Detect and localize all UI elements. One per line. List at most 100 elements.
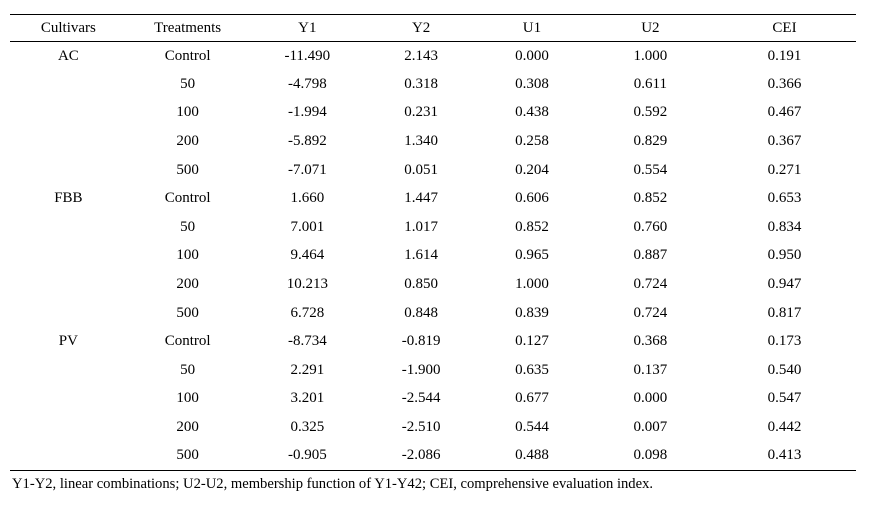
cell-treatment: 100 bbox=[176, 247, 199, 264]
cell-u1: 0.839 bbox=[515, 304, 549, 321]
cell-cei: 0.366 bbox=[767, 75, 802, 92]
cell-y2: 2.143 bbox=[404, 47, 438, 64]
cell-y1: 1.660 bbox=[290, 190, 325, 207]
column-header-treatments: Treatments bbox=[154, 19, 222, 36]
cell-cei: 0.817 bbox=[767, 304, 802, 321]
cell-cei: 0.173 bbox=[767, 333, 802, 350]
cell-y1: -4.798 bbox=[287, 75, 327, 92]
cell-u2: 0.000 bbox=[633, 390, 668, 407]
table-row: 50 2.291 -1.900 0.635 0.137 0.540 bbox=[10, 356, 856, 385]
table-row: 100 9.464 1.614 0.965 0.887 0.950 bbox=[10, 242, 856, 271]
cell-cultivar bbox=[10, 127, 127, 156]
cell-u2: 0.137 bbox=[633, 361, 668, 378]
results-table-container: Cultivars Treatments Y1 Y2 U1 U2 CEI AC … bbox=[10, 14, 856, 493]
table-row: 500 6.728 0.848 0.839 0.724 0.817 bbox=[10, 299, 856, 328]
cell-u1: 0.677 bbox=[515, 390, 549, 407]
cell-cultivar: FBB bbox=[54, 190, 83, 207]
cell-cei: 0.653 bbox=[767, 190, 802, 207]
cell-cultivar: PV bbox=[58, 333, 78, 350]
cell-cultivar bbox=[10, 70, 127, 99]
cell-u2: 0.368 bbox=[633, 333, 668, 350]
column-header-u1: U1 bbox=[522, 19, 542, 36]
cell-u2: 0.007 bbox=[633, 419, 668, 436]
cell-cei: 0.191 bbox=[767, 47, 802, 64]
cell-y2: -1.900 bbox=[401, 361, 441, 378]
cell-treatment: 100 bbox=[176, 104, 199, 121]
table-row: 500 -7.071 0.051 0.204 0.554 0.271 bbox=[10, 156, 856, 185]
cell-y1: -8.734 bbox=[287, 333, 327, 350]
cell-cei: 0.547 bbox=[767, 390, 802, 407]
cell-y2: 0.318 bbox=[404, 75, 438, 92]
table-row: 200 -5.892 1.340 0.258 0.829 0.367 bbox=[10, 127, 856, 156]
cell-y2: -2.510 bbox=[401, 419, 441, 436]
column-header-u2: U2 bbox=[641, 19, 660, 36]
cell-cei: 0.540 bbox=[767, 361, 802, 378]
cell-y2: 0.848 bbox=[404, 304, 438, 321]
cell-treatment: 500 bbox=[176, 161, 199, 178]
cell-y2: 1.614 bbox=[404, 247, 438, 264]
cell-cei: 0.947 bbox=[767, 276, 802, 293]
results-table: Cultivars Treatments Y1 Y2 U1 U2 CEI AC … bbox=[10, 14, 856, 471]
cell-y2: 1.017 bbox=[404, 218, 438, 235]
header-row: Cultivars Treatments Y1 Y2 U1 U2 CEI bbox=[10, 15, 856, 42]
cell-cultivar bbox=[10, 156, 127, 185]
cell-u2: 0.887 bbox=[633, 247, 668, 264]
cell-y1: 7.001 bbox=[290, 218, 325, 235]
table-body: AC Control -11.490 2.143 0.000 1.000 0.1… bbox=[10, 42, 856, 471]
cell-u2: 0.852 bbox=[633, 190, 668, 207]
cell-cei: 0.950 bbox=[767, 247, 802, 264]
cell-y1: -1.994 bbox=[287, 104, 327, 121]
cell-y2: -2.086 bbox=[401, 447, 441, 464]
cell-y2: -0.819 bbox=[401, 333, 441, 350]
cell-u2: 0.611 bbox=[633, 75, 667, 92]
table-row: 50 7.001 1.017 0.852 0.760 0.834 bbox=[10, 213, 856, 242]
cell-y2: 1.447 bbox=[404, 190, 438, 207]
cell-u2: 1.000 bbox=[633, 47, 668, 64]
cell-y2: 0.231 bbox=[404, 104, 438, 121]
cell-cultivar: AC bbox=[57, 47, 79, 64]
cell-treatment: 200 bbox=[176, 276, 199, 293]
table-row: AC Control -11.490 2.143 0.000 1.000 0.1… bbox=[10, 42, 856, 71]
cell-cultivar bbox=[10, 270, 127, 299]
cell-treatment: 200 bbox=[176, 133, 199, 150]
cell-treatment: Control bbox=[164, 47, 211, 64]
cell-u2: 0.724 bbox=[633, 276, 668, 293]
cell-u1: 0.965 bbox=[515, 247, 549, 264]
cell-u1: 0.852 bbox=[515, 218, 549, 235]
cell-cei: 0.442 bbox=[767, 419, 802, 436]
column-header-cultivars: Cultivars bbox=[40, 19, 96, 36]
cell-cultivar bbox=[10, 442, 127, 471]
cell-u2: 0.760 bbox=[633, 218, 668, 235]
cell-u2: 0.592 bbox=[633, 104, 668, 121]
cell-y1: -0.905 bbox=[287, 447, 327, 464]
cell-cultivar bbox=[10, 385, 127, 414]
cell-y1: 10.213 bbox=[286, 276, 328, 293]
table-footnote: Y1-Y2, linear combinations; U2-U2, membe… bbox=[12, 475, 654, 492]
cell-u1: 0.258 bbox=[515, 133, 549, 150]
cell-y1: -11.490 bbox=[284, 47, 331, 64]
cell-u1: 0.635 bbox=[515, 361, 549, 378]
table-row: 200 0.325 -2.510 0.544 0.007 0.442 bbox=[10, 413, 856, 442]
cell-y1: -7.071 bbox=[287, 161, 327, 178]
cell-cei: 0.467 bbox=[767, 104, 802, 121]
cell-u2: 0.098 bbox=[633, 447, 668, 464]
table-row: 100 3.201 -2.544 0.677 0.000 0.547 bbox=[10, 385, 856, 414]
cell-treatment: 500 bbox=[176, 304, 199, 321]
cell-cultivar bbox=[10, 99, 127, 128]
cell-cultivar bbox=[10, 413, 127, 442]
column-header-y2: Y2 bbox=[411, 19, 431, 36]
cell-y1: 6.728 bbox=[290, 304, 325, 321]
cell-u1: 0.488 bbox=[515, 447, 549, 464]
table-header: Cultivars Treatments Y1 Y2 U1 U2 CEI bbox=[10, 15, 856, 42]
cell-u1: 0.127 bbox=[515, 333, 549, 350]
cell-y1: 3.201 bbox=[290, 390, 325, 407]
cell-u1: 1.000 bbox=[515, 276, 549, 293]
cell-cultivar bbox=[10, 356, 127, 385]
cell-treatment: 50 bbox=[180, 361, 196, 378]
cell-treatment: Control bbox=[164, 333, 211, 350]
cell-cultivar bbox=[10, 213, 127, 242]
cell-u1: 0.606 bbox=[515, 190, 549, 207]
cell-u1: 0.204 bbox=[515, 161, 549, 178]
table-row: 500 -0.905 -2.086 0.488 0.098 0.413 bbox=[10, 442, 856, 471]
